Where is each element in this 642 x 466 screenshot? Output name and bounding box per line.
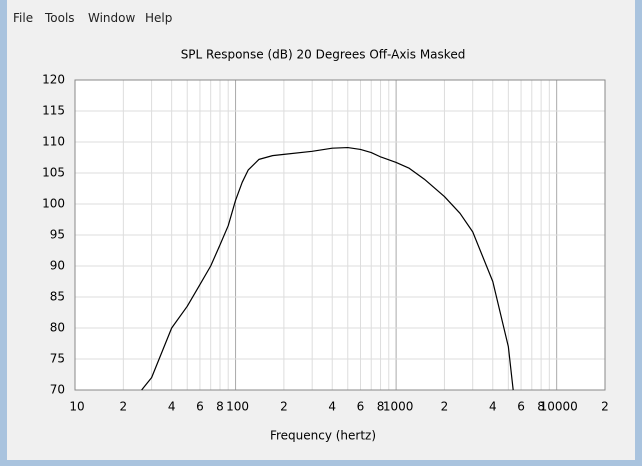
menu-item[interactable]: Help [145, 11, 173, 25]
y-tick-label: 105 [42, 166, 65, 180]
x-tick-label: 6 [196, 400, 204, 414]
menu-item[interactable]: Window [88, 11, 136, 25]
menu-item[interactable]: File [13, 11, 34, 25]
x-tick-label: 2 [441, 400, 449, 414]
y-tick-label: 85 [50, 290, 65, 304]
line-series [141, 146, 514, 391]
y-tick-label: 70 [50, 383, 65, 397]
x-tick-label: 4 [489, 400, 497, 414]
x-tick-label: 6 [357, 400, 365, 414]
y-tick-label: 120 [42, 73, 65, 87]
x-tick-label: 4 [328, 400, 336, 414]
y-tick-label: 95 [50, 228, 65, 242]
x-tick-label: 8 [216, 400, 224, 414]
x-tick-label: 10 [69, 400, 84, 414]
x-tick-label: 2 [601, 400, 609, 414]
menu-bar: File Tools Window Help [7, 8, 635, 28]
x-tick-label: 8 [537, 400, 545, 414]
menu-item[interactable]: Tools [45, 11, 75, 25]
y-tick-label: 90 [50, 259, 65, 273]
x-tick-label: 4 [168, 400, 176, 414]
plot-border [74, 79, 606, 391]
y-tick-label: 100 [42, 197, 65, 211]
x-tick-label: 2 [280, 400, 288, 414]
chart-title: SPL Response (dB) 20 Degrees Off-Axis Ma… [181, 48, 466, 62]
y-tick-label: 110 [42, 135, 65, 149]
x-tick-label: 100 [226, 400, 249, 414]
x-tick-label: 1000 [383, 400, 414, 414]
x-tick-label: 2 [120, 400, 128, 414]
y-tick-label: 80 [50, 321, 65, 335]
x-tick-label: 6 [517, 400, 525, 414]
x-tick-label: 10000 [540, 400, 578, 414]
y-tick-label: 115 [42, 104, 65, 118]
x-axis-label: Frequency (hertz) [270, 429, 376, 443]
x-tick-label: 8 [377, 400, 385, 414]
y-tick-label: 75 [50, 352, 65, 366]
